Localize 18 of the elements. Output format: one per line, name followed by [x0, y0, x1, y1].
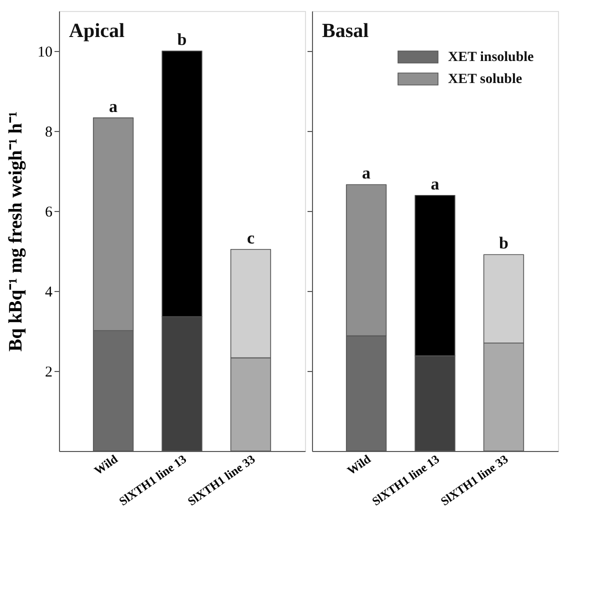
- y-tick-label: 8: [45, 124, 52, 140]
- annotation: a: [109, 96, 118, 116]
- chart-title: Apical: [69, 20, 125, 42]
- annotation: b: [177, 30, 187, 49]
- x-tick-label: Wild: [344, 452, 374, 478]
- y-tick-label: 6: [45, 204, 53, 220]
- y-tick-label: 2: [45, 364, 52, 380]
- annotation: a: [362, 164, 372, 183]
- y-tick-label: 10: [38, 44, 52, 60]
- y-axis-title: Bq kBq⁻¹ mg fresh weigh⁻¹ h⁻¹: [6, 111, 26, 352]
- legend-label: XET soluble: [448, 72, 522, 87]
- annotation: b: [498, 234, 508, 253]
- annotation: c: [246, 228, 255, 248]
- x-tick-label: Wild: [92, 452, 120, 478]
- annotation: a: [430, 174, 440, 194]
- legend-label: XET insoluble: [448, 50, 534, 65]
- y-tick-label: 4: [45, 284, 53, 300]
- chart-title: Basal: [322, 20, 370, 42]
